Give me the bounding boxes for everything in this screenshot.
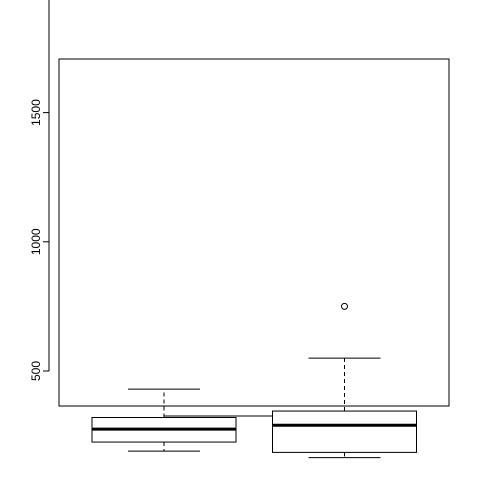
y-tick-label: 500 xyxy=(29,361,43,381)
y-tick-label: 1000 xyxy=(29,228,43,255)
y-tick-label: 1500 xyxy=(29,99,43,126)
box-iqr xyxy=(273,411,417,452)
